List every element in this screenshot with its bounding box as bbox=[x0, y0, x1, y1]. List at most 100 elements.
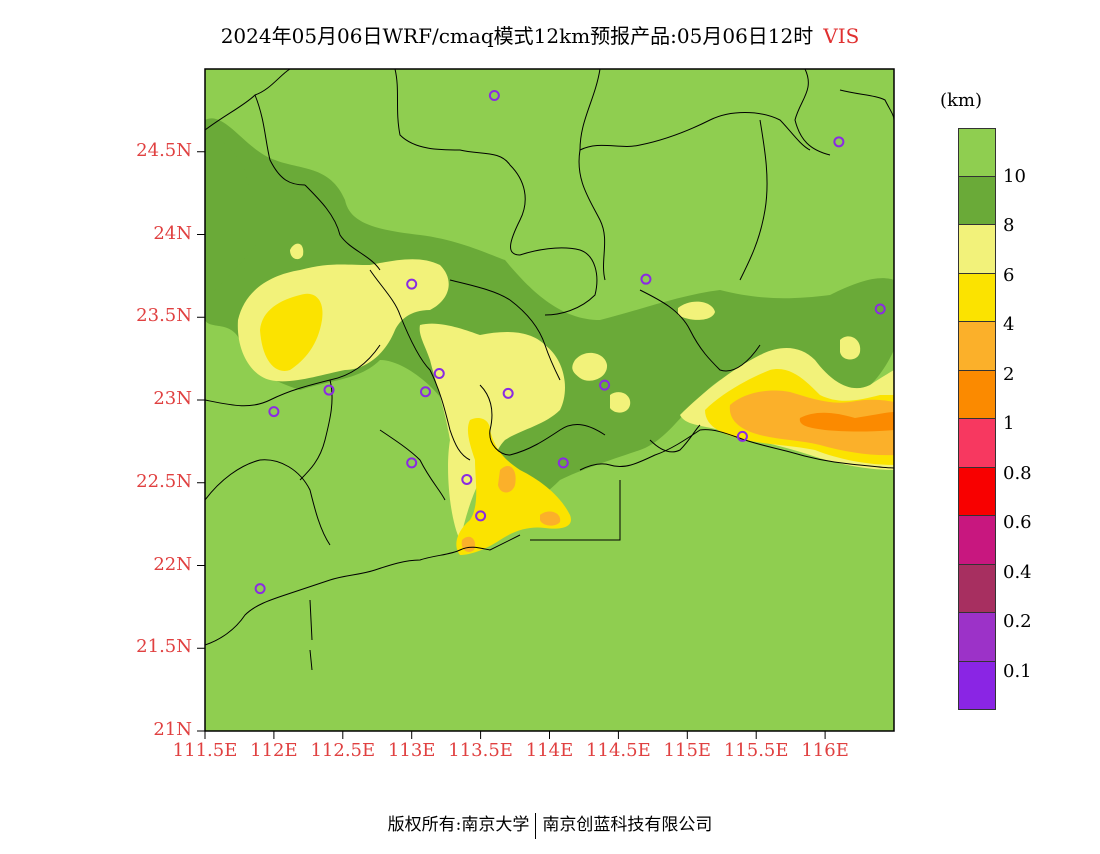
stations-layer bbox=[254, 89, 886, 595]
station-marker bbox=[599, 379, 611, 391]
legend-swatch bbox=[958, 516, 996, 565]
station-marker bbox=[557, 457, 569, 469]
coastline bbox=[309, 599, 313, 671]
lat-tick-label: 22N bbox=[153, 553, 192, 575]
vis-6-spot-c bbox=[840, 336, 861, 360]
lon-tick-label: 113.5E bbox=[448, 740, 513, 761]
station-marker bbox=[406, 457, 418, 469]
footer-credits: 版权所有:南京大学 南京创蓝科技有限公司 bbox=[0, 810, 1100, 839]
boundary-line bbox=[254, 94, 306, 186]
legend-swatch bbox=[958, 661, 996, 710]
boundary-line bbox=[509, 424, 606, 456]
legend-swatch bbox=[958, 322, 996, 371]
station-marker bbox=[502, 387, 514, 399]
boundary-line bbox=[579, 112, 811, 151]
legend-value-label: 0.2 bbox=[1003, 611, 1032, 632]
lat-tick-label: 23.5N bbox=[136, 305, 192, 327]
vis-6-spot-e bbox=[290, 243, 304, 260]
station-marker bbox=[461, 473, 473, 485]
legend-value-label: 0.8 bbox=[1003, 462, 1032, 484]
boundary-line bbox=[304, 184, 381, 271]
station-marker bbox=[640, 273, 652, 285]
vis-8-zone-north bbox=[205, 118, 894, 530]
lon-tick-label: 115.5E bbox=[723, 740, 789, 761]
contour-fields bbox=[205, 69, 894, 731]
title-variable: VIS bbox=[823, 24, 860, 48]
lat-tick-label: 21.5N bbox=[136, 636, 192, 658]
vis-2-zone-delta-b bbox=[540, 511, 561, 526]
legend-swatch bbox=[958, 467, 996, 516]
lat-tick-label: 24N bbox=[153, 222, 192, 244]
station-marker bbox=[268, 406, 280, 418]
station-marker bbox=[833, 136, 845, 148]
lon-tick-label: 114E bbox=[525, 740, 574, 761]
legend-value-label: 0.1 bbox=[1003, 660, 1032, 682]
boundaries bbox=[205, 69, 894, 671]
coastline bbox=[205, 534, 521, 646]
boundary-line bbox=[479, 384, 511, 456]
legend-swatch bbox=[958, 273, 996, 322]
boundary-line bbox=[649, 424, 701, 453]
map-title: 2024年05月06日WRF/cmaq模式12km预报产品:05月06日12时 V… bbox=[0, 20, 1080, 49]
footer-right: 南京创蓝科技有限公司 bbox=[542, 815, 713, 835]
legend-value-label: 6 bbox=[1003, 264, 1015, 286]
axis-ticks bbox=[197, 151, 826, 739]
legend-swatch bbox=[958, 225, 996, 274]
lon-tick-label: 112E bbox=[250, 740, 298, 761]
station-marker bbox=[254, 583, 266, 595]
boundary-line bbox=[739, 119, 768, 281]
title-main: 2024年05月06日WRF/cmaq模式12km预报产品:05月06日12时 bbox=[220, 24, 814, 48]
lon-tick-label: 115E bbox=[663, 740, 712, 761]
station-marker bbox=[736, 430, 748, 442]
station-marker bbox=[475, 510, 487, 522]
boundary-line bbox=[794, 69, 831, 156]
lat-tick-label: 24.5N bbox=[136, 139, 192, 161]
legend-swatch bbox=[958, 370, 996, 419]
vis-6-spot-d bbox=[678, 301, 715, 320]
boundary-line bbox=[449, 279, 561, 381]
station-marker bbox=[433, 368, 445, 380]
vis-6-zone-central bbox=[419, 323, 565, 540]
vis-1-zone-east bbox=[799, 412, 894, 432]
vis-6-spot-a bbox=[572, 352, 608, 381]
station-marker bbox=[874, 303, 886, 315]
boundary-line bbox=[299, 379, 333, 481]
lon-tick-label: 116E bbox=[801, 740, 849, 761]
boundary-line bbox=[394, 69, 526, 256]
lon-tick-label: 113E bbox=[387, 740, 436, 761]
boundary-line bbox=[839, 89, 894, 121]
vis-4-zone-west bbox=[260, 293, 323, 371]
vis-6-spot-b bbox=[610, 392, 631, 413]
legend-value-label: 0.6 bbox=[1003, 512, 1032, 533]
lon-tick-label: 111.5E bbox=[172, 740, 238, 761]
legend-value-label: 4 bbox=[1003, 314, 1015, 335]
boundary-line bbox=[379, 429, 446, 501]
station-marker bbox=[323, 384, 335, 396]
boundary-line bbox=[530, 480, 621, 541]
legend-value-label: 0.4 bbox=[1003, 561, 1032, 583]
boundary-line bbox=[205, 344, 381, 407]
legend-value-label: 10 bbox=[1003, 165, 1026, 187]
lat-tick-label: 22.5N bbox=[136, 470, 192, 492]
vis-2-zone-delta-a bbox=[498, 465, 516, 493]
boundary-line bbox=[578, 69, 606, 281]
coastline bbox=[579, 429, 894, 471]
color-legend bbox=[958, 128, 996, 710]
station-marker bbox=[419, 386, 431, 398]
station-marker bbox=[406, 278, 418, 290]
legend-value-label: 2 bbox=[1003, 363, 1015, 385]
legend-value-label: 1 bbox=[1003, 413, 1015, 434]
legend-unit: (km) bbox=[940, 90, 983, 111]
boundary-line bbox=[205, 459, 331, 546]
lon-tick-label: 114.5E bbox=[586, 740, 651, 761]
lat-tick-label: 21N bbox=[153, 719, 192, 740]
vis-8-zone-nw bbox=[205, 137, 262, 300]
legend-swatch bbox=[958, 419, 996, 468]
lat-tick-label: 23N bbox=[153, 388, 192, 409]
station-marker bbox=[488, 89, 500, 101]
boundary-line bbox=[519, 247, 598, 316]
boundary-line bbox=[639, 289, 761, 372]
legend-swatch bbox=[958, 613, 996, 662]
